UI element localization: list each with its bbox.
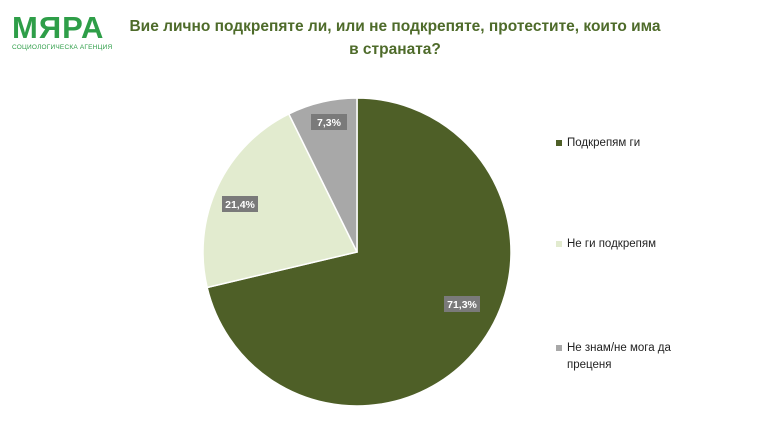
slice-label-text: 7,3% bbox=[317, 117, 342, 129]
chart-title: Вие лично подкрепяте ли, или не подкрепя… bbox=[110, 15, 680, 61]
logo-subtitle: СОЦИОЛОГИЧЕСКА АГЕНЦИЯ bbox=[12, 44, 113, 51]
slice-label-3: 7,3% bbox=[311, 114, 347, 130]
legend-item-3: Не знам/не мога да преценя bbox=[556, 340, 756, 374]
chart-title-line-2: в страната? bbox=[349, 41, 441, 58]
pie-slice-1 bbox=[206, 97, 512, 407]
legend-swatch bbox=[556, 140, 562, 146]
pie-slice-3 bbox=[287, 97, 358, 253]
legend-swatch bbox=[556, 345, 562, 351]
pie-slice-2 bbox=[202, 112, 359, 289]
chart-title-line-1: Вие лично подкрепяте ли, или не подкрепя… bbox=[129, 18, 661, 35]
legend-label: Не знам/не мога да преценя bbox=[567, 342, 671, 371]
slice-label-text: 71,3% bbox=[447, 299, 477, 311]
logo-name: МЯРА bbox=[12, 10, 105, 45]
legend-label: Не ги подкрепям bbox=[567, 238, 656, 250]
slice-label-background bbox=[311, 114, 347, 130]
legend-label: Подкрепям ги bbox=[567, 137, 641, 149]
brand-logo: МЯРА СОЦИОЛОГИЧЕСКА АГЕНЦИЯ bbox=[12, 10, 113, 51]
legend-item-1: Подкрепям ги bbox=[556, 135, 756, 152]
slice-label-1: 71,3% bbox=[444, 296, 480, 312]
slice-label-text: 21,4% bbox=[225, 199, 255, 211]
slice-label-background bbox=[444, 296, 480, 312]
legend-swatch bbox=[556, 241, 562, 247]
legend-item-2: Не ги подкрепям bbox=[556, 236, 756, 253]
slice-label-2: 21,4% bbox=[222, 196, 258, 212]
slice-label-background bbox=[222, 196, 258, 212]
